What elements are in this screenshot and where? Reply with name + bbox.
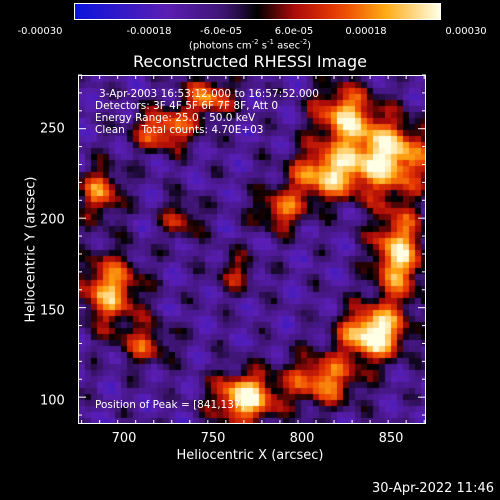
timestamp-footer: 30-Apr-2022 11:46 [372, 481, 494, 496]
heatmap-image [79, 76, 425, 423]
annotation-energy-range: Energy Range: 25.0 - 50.0 keV [95, 112, 256, 124]
x-axis-label: Heliocentric X (arcsec) [176, 448, 324, 463]
x-tick-label: 750 [200, 431, 226, 446]
chart-title: Reconstructed RHESSI Image [133, 52, 367, 71]
annotation-peak-position: Position of Peak = [841,137] [95, 399, 245, 411]
x-tick-label: 700 [111, 431, 137, 446]
colorbar-tick: -6.0e-05 [200, 26, 242, 37]
colorbar-tick: 6.0e-05 [274, 26, 314, 37]
y-tick-label: 250 [40, 121, 65, 137]
y-axis-label: Heliocentric Y (arcsec) [23, 176, 39, 323]
colorbar-unit-label: (photons cm-2 s-1 asec-2) [188, 38, 312, 52]
y-tick-label: 200 [40, 212, 65, 228]
annotation-time-range: 3-Apr-2003 16:53:12.000 to 16:57:52.000 [99, 88, 319, 100]
colorbar-tick: 0.00018 [345, 26, 387, 37]
x-tick-label: 800 [289, 431, 315, 446]
annotation-total-counts: Clean Total counts: 4.70E+03 [95, 124, 264, 136]
annotation-detectors: Detectors: 3F 4F 5F 6F 7F 8F, Att 0 [95, 100, 279, 112]
colorbar-tick: 0.00030 [445, 26, 487, 37]
colorbar-tick: -0.00018 [126, 26, 172, 37]
plot-area: 3-Apr-2003 16:53:12.000 to 16:57:52.000 … [78, 75, 426, 424]
x-tick-label: 850 [378, 431, 404, 446]
y-tick-label: 150 [40, 303, 65, 319]
y-tick-label: 100 [40, 393, 65, 409]
colorbar [74, 3, 441, 20]
colorbar-tick: -0.00030 [17, 26, 63, 37]
